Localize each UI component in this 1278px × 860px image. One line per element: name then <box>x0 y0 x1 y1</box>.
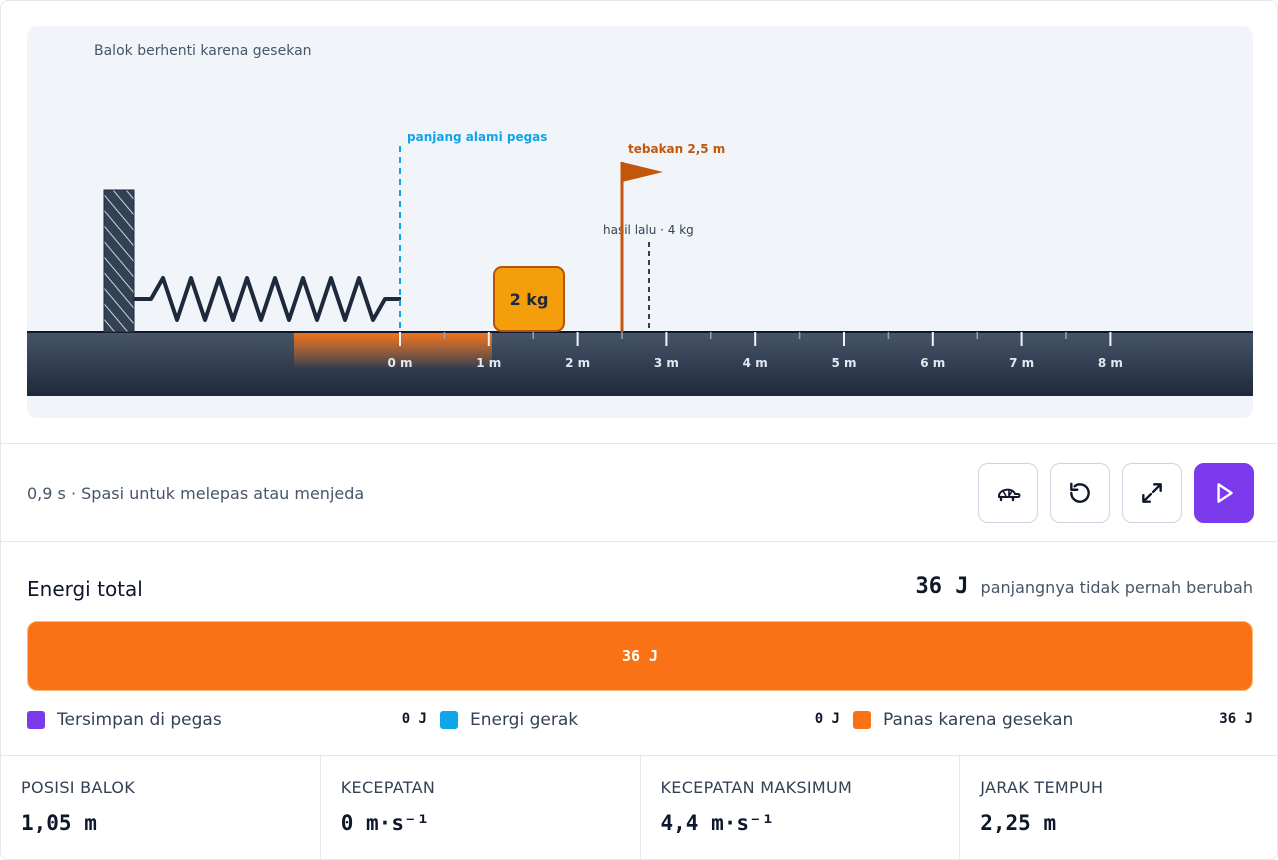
legend-value: 36 J <box>1219 711 1253 727</box>
simulation-svg: Balok berhenti karena gesekan 0 m 1 m 2 m 3… <box>27 43 1253 396</box>
maximize-icon <box>1142 483 1162 503</box>
spring <box>134 276 401 322</box>
controls-bar: 0,9 s · Spasi untuk melepas atau menjeda <box>1 444 1277 541</box>
stat-value: 1,05 m <box>21 811 97 835</box>
divider <box>1 541 1277 542</box>
fullscreen-button[interactable] <box>1122 463 1182 523</box>
legend-swatch <box>853 711 871 729</box>
guess-label: tebakan 2,5 m <box>628 142 725 156</box>
ruler-tick-label: 5 m <box>831 356 856 370</box>
stat-speed: KECEPATAN 0 m·s⁻¹ <box>321 756 641 859</box>
floor <box>27 332 1253 396</box>
friction-heat-zone <box>294 333 492 369</box>
legend-label: Panas karena gesekan <box>883 710 1074 730</box>
turtle-icon <box>998 488 1021 502</box>
stat-value: 0 m·s⁻¹ <box>340 811 430 835</box>
stat-block-position: POSISI BALOK 1,05 m <box>1 756 321 859</box>
stat-label: POSISI BALOK <box>21 778 136 797</box>
ruler-tick-label: 2 m <box>565 356 590 370</box>
ruler-tick-label: 8 m <box>1098 356 1123 370</box>
energy-total-note: panjangnya tidak pernah berubah <box>980 578 1253 597</box>
ruler-tick-label: 6 m <box>920 356 945 370</box>
legend-item-kinetic: Energi gerak <box>440 708 578 732</box>
stats-row: POSISI BALOK 1,05 m KECEPATAN 0 m·s⁻¹ KE… <box>1 756 1277 859</box>
previous-result-label: hasil lalu · 4 kg <box>603 223 694 237</box>
stat-label: KECEPATAN <box>340 778 436 797</box>
legend-swatch <box>27 711 45 729</box>
slow-motion-button[interactable] <box>978 463 1038 523</box>
play-icon <box>1217 483 1233 503</box>
divider <box>1 755 1277 756</box>
energy-total-value: 36 J <box>915 574 969 599</box>
reset-button[interactable] <box>1050 463 1110 523</box>
energy-bar: 36 J <box>27 621 1253 691</box>
block[interactable]: 2 kg <box>493 266 565 332</box>
block-mass-label: 2 kg <box>510 290 549 309</box>
stat-distance: JARAK TEMPUH 2,25 m <box>960 756 1277 859</box>
legend-value: 0 J <box>814 711 840 727</box>
energy-bar-label: 36 J <box>621 647 659 665</box>
ruler-tick-label: 0 m <box>387 356 412 370</box>
energy-total: 36 J panjangnya tidak pernah berubah <box>916 574 1253 599</box>
legend-value: 0 J <box>401 711 427 727</box>
rotate-ccw-icon <box>1070 482 1090 503</box>
ruler-tick-label: 7 m <box>1009 356 1034 370</box>
stat-label: JARAK TEMPUH <box>980 778 1104 797</box>
legend-item-spring: Tersimpan di pegas <box>27 708 222 732</box>
simulation-canvas[interactable]: Balok berhenti karena gesekan 0 m 1 m 2 m 3… <box>27 26 1253 418</box>
ruler-tick-label: 1 m <box>476 356 501 370</box>
play-button[interactable] <box>1194 463 1254 523</box>
energy-panel: Energi total 36 J panjangnya tidak perna… <box>1 542 1277 755</box>
stat-label: KECEPATAN MAKSIMUM <box>660 778 853 797</box>
ruler-tick-label: 3 m <box>654 356 679 370</box>
legend-label: Energi gerak <box>470 710 579 730</box>
legend-item-heat: Panas karena gesekan <box>853 708 1073 732</box>
stat-value: 2,25 m <box>980 811 1057 835</box>
stat-max-speed: KECEPATAN MAKSIMUM 4,4 m·s⁻¹ <box>641 756 961 859</box>
stat-value: 4,4 m·s⁻¹ <box>660 811 775 835</box>
status-text: 0,9 s · Spasi untuk melepas atau menjeda <box>27 484 365 503</box>
guess-flag-icon[interactable] <box>622 162 663 182</box>
divider <box>1 443 1277 444</box>
ruler-tick-label: 4 m <box>743 356 768 370</box>
ruler: 0 m 1 m 2 m 3 m 4 m 5 m 6 m 7 m 8 m <box>387 332 1123 370</box>
natural-length-label: panjang alami pegas <box>407 130 547 144</box>
simulation-caption: Balok berhenti karena gesekan <box>94 43 312 59</box>
legend-label: Tersimpan di pegas <box>57 710 222 730</box>
energy-title: Energi total <box>27 577 143 601</box>
legend-swatch <box>440 711 458 729</box>
wall <box>103 189 135 333</box>
